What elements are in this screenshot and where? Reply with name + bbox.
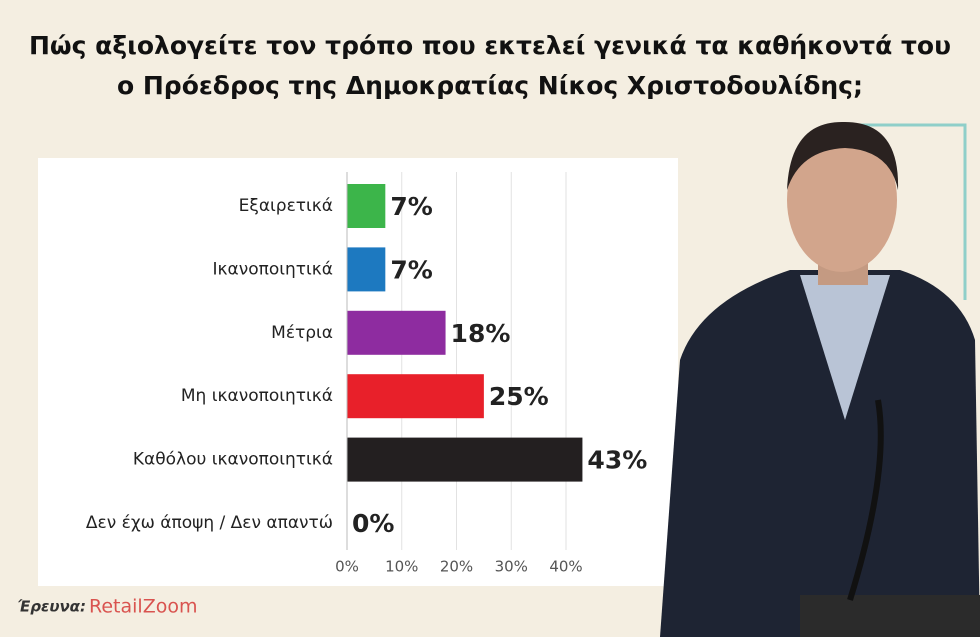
value-label: 0% — [352, 509, 394, 538]
category-label: Ικανοποιητικά — [212, 259, 333, 279]
bar — [347, 247, 386, 292]
value-label: 25% — [489, 382, 549, 411]
bar — [347, 437, 583, 482]
x-tick-label: 0% — [335, 558, 359, 576]
decoration — [860, 123, 967, 300]
photo — [660, 121, 980, 637]
chart-title: Πώς αξιολογείτε τον τρόπο που εκτελεί γε… — [29, 31, 951, 60]
category-label: Καθόλου ικανοποιητικά — [133, 450, 333, 470]
category-label: Μέτρια — [271, 323, 333, 343]
category-label: Εξαιρετικά — [239, 196, 333, 216]
source-label: Έρευνα: — [18, 598, 86, 616]
x-tick-label: 20% — [440, 558, 473, 576]
bar — [347, 184, 386, 228]
category-label: Δεν έχω άποψη / Δεν απαντώ — [86, 513, 333, 533]
x-tick-label: 10% — [385, 558, 418, 576]
value-label: 18% — [451, 319, 511, 348]
chart-panel — [38, 158, 678, 586]
chart-subtitle: ο Πρόεδρος της Δημοκρατίας Νίκος Χριστοδ… — [117, 71, 863, 100]
source: RetailZoom — [89, 596, 197, 618]
x-tick-label: 30% — [495, 558, 528, 576]
bar — [347, 374, 484, 419]
x-tick-label: 40% — [549, 558, 582, 576]
value-label: 7% — [390, 255, 432, 284]
value-label: 43% — [587, 446, 647, 475]
category-label: Μη ικανοποιητικά — [181, 386, 333, 406]
value-label: 7% — [390, 192, 432, 221]
bar — [347, 310, 446, 355]
